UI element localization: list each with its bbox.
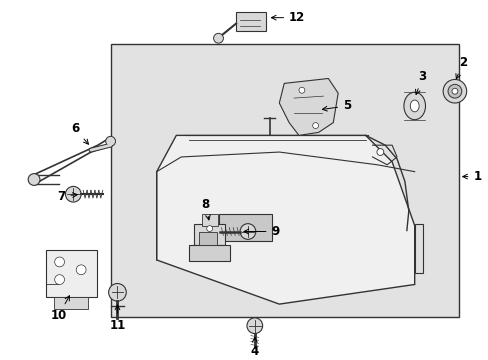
Bar [236,12,265,31]
Circle shape [206,226,212,231]
Circle shape [55,275,64,284]
Circle shape [451,88,457,94]
Ellipse shape [409,100,418,112]
Circle shape [76,265,86,275]
Bar [189,245,230,261]
Polygon shape [156,135,414,304]
Text: 9: 9 [244,225,279,238]
Text: 4: 4 [250,337,259,358]
Text: 2: 2 [455,56,466,79]
Text: 3: 3 [415,71,426,94]
Circle shape [447,84,461,98]
Circle shape [213,33,223,43]
Circle shape [246,318,262,334]
Bar [218,214,272,241]
Circle shape [65,186,81,202]
Circle shape [376,149,383,156]
Circle shape [442,80,466,103]
Text: 7: 7 [57,190,77,203]
Circle shape [312,123,318,129]
Circle shape [55,257,64,267]
Text: 1: 1 [462,170,481,183]
Text: 5: 5 [322,99,350,112]
Circle shape [240,224,255,239]
Text: 12: 12 [271,11,305,24]
Bar [46,250,97,297]
Bar [414,224,422,273]
Bar [54,297,88,309]
Bar [194,224,225,245]
Text: 10: 10 [50,296,69,322]
Bar [110,44,458,317]
Text: 8: 8 [201,198,210,220]
Circle shape [105,136,115,146]
Circle shape [28,174,40,185]
Text: 6: 6 [71,122,88,144]
Text: 11: 11 [109,305,125,332]
Bar [199,231,216,245]
Polygon shape [279,78,338,135]
Bar [202,214,217,226]
Circle shape [298,87,304,93]
Circle shape [108,284,126,301]
Ellipse shape [403,92,425,120]
